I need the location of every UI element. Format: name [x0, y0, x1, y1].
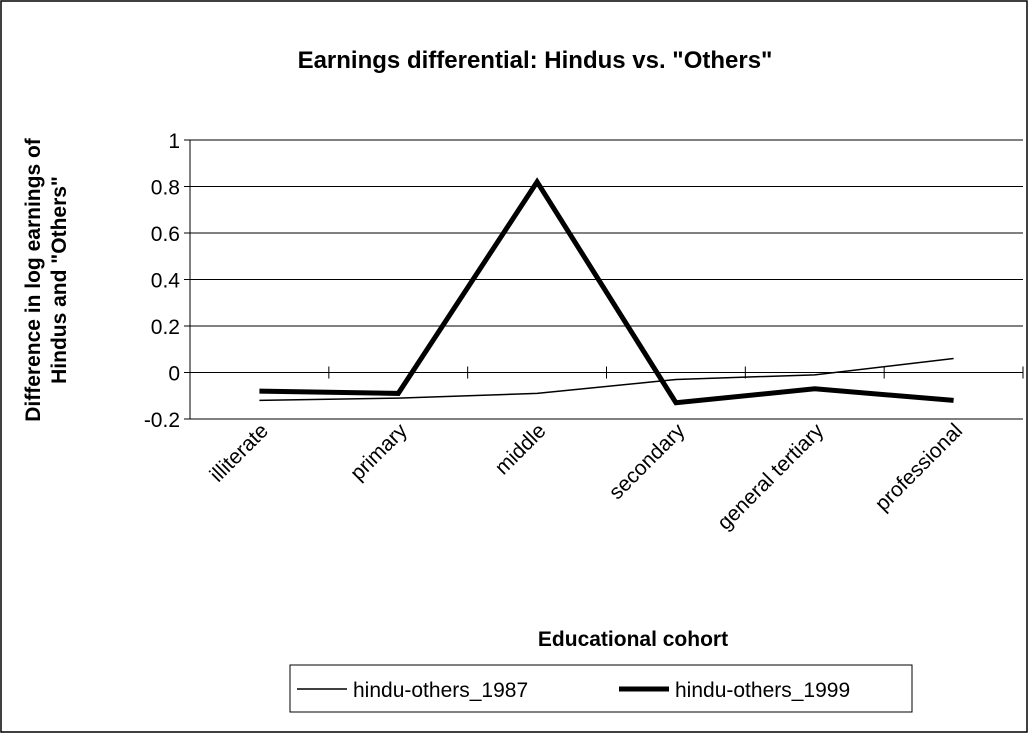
legend-label: hindu-others_1987: [353, 679, 528, 702]
line-series: [259, 357, 954, 402]
y-axis-label-line: Hindus and "Others": [48, 176, 71, 384]
y-tick-label: 0.4: [151, 270, 181, 293]
y-tick-label: 0.2: [151, 316, 180, 339]
y-axis-label-line: Difference in log earnings of: [22, 137, 45, 422]
legend-label: hindu-others_1999: [675, 679, 850, 702]
y-tick-label: 0.8: [151, 177, 180, 200]
y-tick-label: 0: [168, 363, 180, 386]
y-axis-label: Difference in log earnings of Hindus and…: [22, 137, 71, 422]
legend: hindu-others_1987 hindu-others_1999: [289, 664, 913, 713]
chart-title: Earnings differential: Hindus vs. "Other…: [298, 47, 773, 74]
y-tick-label: 1: [168, 130, 180, 153]
line-series: [259, 177, 954, 406]
x-axis-label: Educational cohort: [538, 628, 728, 651]
legend-box: [289, 664, 913, 713]
y-tick-label: 0.6: [151, 223, 180, 246]
y-tick-label: -0.2: [144, 409, 180, 432]
